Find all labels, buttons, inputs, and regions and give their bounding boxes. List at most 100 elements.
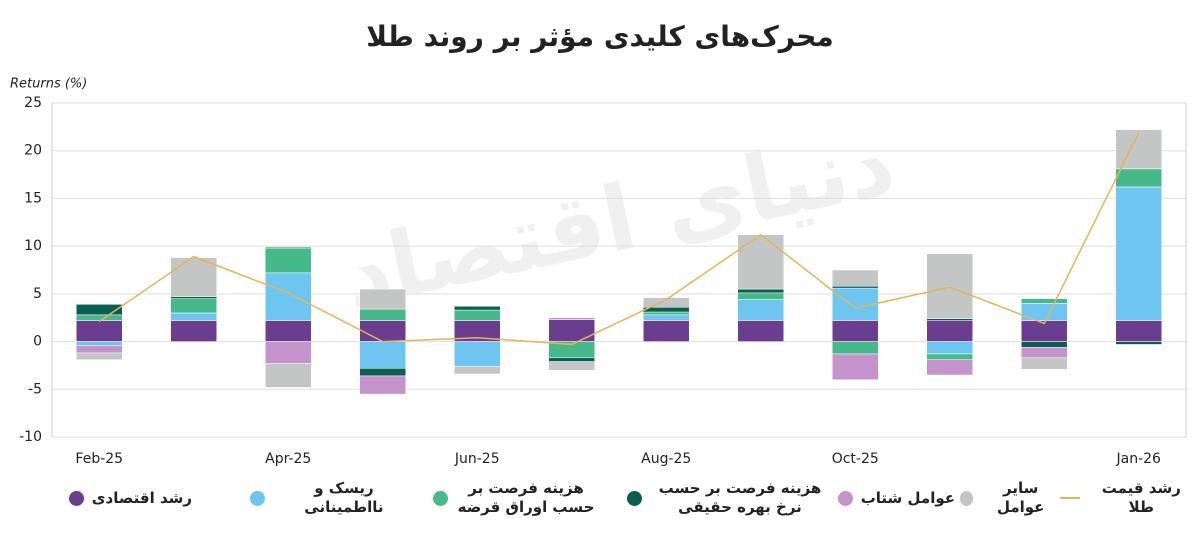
bar-segment	[170, 296, 217, 299]
bar-segment	[265, 246, 312, 249]
legend-item: هزینه فرصت بر حسب نرخ بهره حقیقی	[620, 478, 830, 518]
bar-segment	[737, 288, 784, 294]
bar-segment	[1115, 320, 1162, 342]
bar-segment	[832, 269, 879, 287]
legend-marker	[68, 490, 84, 506]
x-tick-label: Apr-25	[265, 451, 311, 467]
bar-segment	[76, 341, 123, 346]
y-tick-label: 20	[24, 143, 42, 159]
bar-segment	[265, 341, 312, 364]
bar-segment	[1115, 186, 1162, 321]
bar-segment	[1021, 298, 1068, 304]
legend-label: رشد قیمت طلا	[1101, 479, 1181, 516]
y-axis-label: Returns (%)	[10, 77, 87, 92]
bar-segment	[926, 318, 973, 321]
bar-segment	[643, 311, 690, 316]
bar-segment	[926, 320, 973, 342]
bar-segment	[1021, 347, 1068, 359]
legend-marker	[627, 490, 642, 506]
bar-segment	[548, 319, 595, 342]
y-tick-label: 15	[24, 190, 42, 206]
bar-segment	[76, 320, 123, 342]
y-tick-label: 10	[24, 238, 42, 254]
bar-segment	[265, 247, 312, 274]
bar-segment	[1115, 129, 1162, 170]
bar-segment	[832, 287, 879, 321]
bar-segment	[1021, 357, 1068, 370]
y-tick-label: 25	[24, 95, 42, 111]
bar-segment	[170, 320, 217, 342]
bar-segment	[643, 297, 690, 308]
bar-segment	[1115, 341, 1162, 345]
bar-segment	[737, 234, 784, 290]
bar-segment	[76, 314, 123, 321]
legend-label: هزینه فرصت بر حسب نرخ بهره حقیقی	[658, 479, 822, 516]
bar-segment	[737, 320, 784, 342]
legend-marker	[960, 490, 974, 506]
bar-segment	[76, 352, 123, 360]
bar-segment	[359, 368, 406, 377]
legend-marker	[837, 490, 853, 506]
bar-segment	[832, 353, 879, 380]
legend-label: عوامل شتاب	[860, 488, 955, 507]
bar-segment	[76, 304, 123, 316]
legend-marker	[250, 490, 265, 506]
legend-marker	[1060, 497, 1080, 499]
x-tick-label: Jun-25	[454, 451, 500, 467]
bar-segment	[1021, 341, 1068, 348]
legend-item: سایر عوامل	[960, 478, 1060, 518]
bar-segment	[926, 341, 973, 355]
bar-segment	[454, 341, 501, 367]
bar-segment	[359, 320, 406, 342]
bar-segment	[832, 341, 879, 355]
legend-label: سایر عوامل	[996, 479, 1045, 516]
bar-segment	[926, 359, 973, 376]
legend-item: رشد قیمت طلا	[1060, 478, 1195, 518]
legend-label: رشد اقتصادی	[91, 488, 192, 507]
bar-segment	[359, 341, 406, 369]
legend-item: رشد اقتصادی	[62, 478, 192, 518]
bar-segment	[737, 292, 784, 300]
y-tick-label: -10	[19, 429, 42, 445]
bar-segment	[265, 363, 312, 388]
bar-segment	[832, 285, 879, 289]
bar-segment	[926, 253, 973, 319]
x-tick-label: Feb-25	[75, 451, 123, 467]
y-tick-label: 5	[33, 286, 42, 302]
bar-segment	[76, 345, 123, 354]
bar-segment	[265, 272, 312, 321]
x-tick-label: Aug-25	[641, 451, 691, 467]
legend-label: ریسک و نااطمینانی	[304, 479, 384, 516]
legend-marker	[433, 490, 448, 506]
bar-segment	[548, 361, 595, 371]
bar-segment	[170, 257, 217, 297]
watermark: دنیای اقتصاد	[334, 110, 903, 329]
bar-segment	[265, 320, 312, 342]
bar-segment	[737, 299, 784, 321]
bar-segment	[454, 306, 501, 311]
bar-segment	[643, 314, 690, 321]
y-tick-label: -5	[28, 381, 42, 397]
bar-segment	[359, 375, 406, 395]
bar-segment	[454, 309, 501, 321]
bar-segment	[832, 320, 879, 342]
x-tick-label: Oct-25	[832, 451, 879, 467]
legend-item: عوامل شتاب	[835, 478, 955, 518]
bar-segment	[1115, 168, 1162, 188]
gold-line	[98, 132, 1140, 346]
bar-segment	[359, 288, 406, 310]
bar-segment	[454, 366, 501, 375]
chart-title: محرک‌های کلیدی مؤثر بر روند طلا	[366, 20, 834, 53]
bar-segment	[170, 298, 217, 314]
legend-item: هزینه فرصت بر حسب اوراق قرضه	[426, 478, 596, 518]
bar-segment	[170, 312, 217, 321]
bar-segment	[926, 353, 973, 360]
y-tick-label: 0	[33, 334, 42, 350]
legend-item: ریسک و نااطمینانی	[250, 478, 415, 518]
bar-segment	[359, 308, 406, 321]
x-tick-label: Jan-26	[1116, 451, 1162, 467]
bar-segment	[643, 320, 690, 342]
bar-segment	[548, 357, 595, 362]
